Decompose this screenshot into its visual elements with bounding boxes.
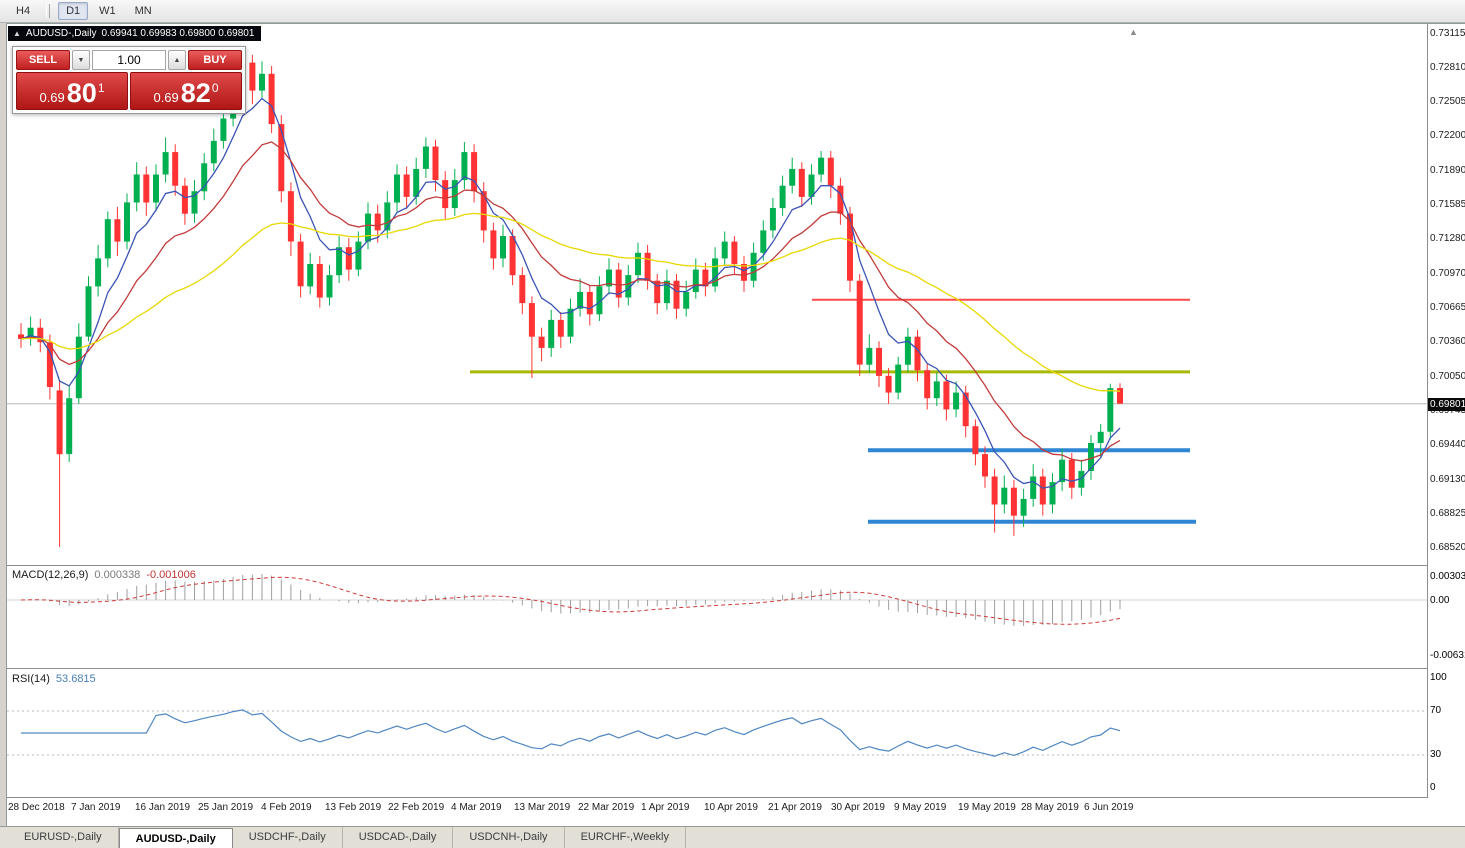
rsi-indicator-canvas[interactable]: [7, 670, 1427, 797]
buy-price-sup: 0: [211, 81, 219, 95]
buy-button[interactable]: BUY: [188, 50, 242, 70]
rsi-name: RSI(14): [12, 673, 50, 685]
price-axis-label: 0.70665: [1430, 302, 1465, 313]
date-label: 4 Mar 2019: [451, 802, 502, 813]
buy-price-small: 0.69: [153, 90, 179, 105]
price-axis-separator: [1427, 24, 1428, 798]
macd-indicator-canvas[interactable]: [7, 567, 1427, 667]
price-chart-canvas[interactable]: [7, 24, 1427, 564]
sell-button[interactable]: SELL: [16, 50, 70, 70]
sell-price-button[interactable]: 0.69 80 1: [16, 72, 128, 110]
toolbar-separator: [46, 4, 51, 18]
sell-price-big: 80: [66, 78, 97, 109]
timeframe-button-w1[interactable]: W1: [99, 5, 116, 17]
macd-axis-min: -0.006311: [1430, 650, 1465, 661]
macd-axis-max: 0.003035: [1430, 571, 1465, 582]
price-axis-label: 0.72505: [1430, 96, 1465, 107]
date-label: 10 Apr 2019: [704, 802, 758, 813]
date-label: 6 Jun 2019: [1084, 802, 1134, 813]
current-price-tag: 0.69801: [1428, 398, 1465, 411]
date-label: 22 Feb 2019: [388, 802, 445, 813]
price-axis-label: 0.69440: [1430, 439, 1465, 450]
price-axis-label: 0.72810: [1430, 62, 1465, 73]
timeframe-button-h4[interactable]: H4: [16, 5, 31, 17]
price-axis-label: 0.70050: [1430, 371, 1465, 382]
chart-tab-usdchf-daily[interactable]: USDCHF-,Daily: [233, 827, 343, 848]
price-axis-label: 0.71890: [1430, 165, 1465, 176]
timeframe-button-d1[interactable]: D1: [58, 2, 89, 20]
price-axis-label: 0.72200: [1430, 130, 1465, 141]
chart-tab-bar: EURUSD-,Daily AUDUSD-,Daily USDCHF-,Daily U…: [0, 826, 1465, 848]
ma-fast: [20, 97, 1121, 489]
chart-shift-marker-icon[interactable]: ▲: [1129, 27, 1138, 37]
price-axis[interactable]: 0.73115 0.72810 0.72505 0.72200 0.71890 0.715…: [1428, 0, 1465, 848]
macd-signal-value: -0.001006: [146, 569, 196, 581]
date-label: 22 Mar 2019: [578, 802, 635, 813]
panel-separator[interactable]: [7, 565, 1427, 566]
price-axis-label: 0.68825: [1430, 508, 1465, 519]
chart-tab-audusd-daily[interactable]: AUDUSD-,Daily: [118, 828, 233, 848]
date-label: 13 Feb 2019: [325, 802, 382, 813]
time-axis[interactable]: 28 Dec 2018 7 Jan 2019 16 Jan 2019 25 Jan 2…: [7, 800, 1427, 818]
date-label: 4 Feb 2019: [261, 802, 312, 813]
date-label: 30 Apr 2019: [831, 802, 885, 813]
chart-tab-eurchf-weekly[interactable]: EURCHF-,Weekly: [565, 827, 686, 848]
rsi-axis-0: 0: [1430, 782, 1436, 793]
volume-increase-icon[interactable]: ▲: [168, 50, 186, 70]
buy-price-button[interactable]: 0.69 82 0: [130, 72, 242, 110]
collapse-icon[interactable]: ▲: [13, 29, 21, 38]
date-label: 28 May 2019: [1021, 802, 1079, 813]
date-label: 28 Dec 2018: [8, 802, 65, 813]
price-axis-label: 0.70970: [1430, 268, 1465, 279]
chart-ohlc-values: 0.69941 0.69983 0.69800 0.69801: [101, 28, 255, 39]
volume-decrease-icon[interactable]: ▼: [72, 50, 90, 70]
rsi-axis-30: 30: [1430, 749, 1442, 760]
chart-tab-eurusd-daily[interactable]: EURUSD-,Daily: [8, 827, 119, 848]
date-label: 21 Apr 2019: [768, 802, 822, 813]
macd-name: MACD(12,26,9): [12, 569, 89, 581]
sell-price-small: 0.69: [39, 90, 65, 105]
one-click-trade-panel: SELL ▼ ▲ BUY 0.69 80 1 0.69 82 0: [12, 46, 246, 114]
date-label: 13 Mar 2019: [514, 802, 571, 813]
chart-tab-usdcnh-daily[interactable]: USDCNH-,Daily: [453, 827, 565, 848]
price-axis-label: 0.71280: [1430, 233, 1465, 244]
timeframe-button-mn[interactable]: MN: [134, 5, 152, 17]
ma-slow: [20, 212, 1121, 392]
date-label: 7 Jan 2019: [71, 802, 121, 813]
sell-price-sup: 1: [97, 81, 105, 95]
price-axis-label: 0.71585: [1430, 199, 1465, 210]
date-label: 16 Jan 2019: [135, 802, 191, 813]
date-label: 9 May 2019: [894, 802, 947, 813]
ma-medium: [20, 141, 1121, 462]
price-axis-label: 0.69130: [1430, 474, 1465, 485]
buy-price-big: 82: [180, 78, 211, 109]
price-axis-label: 0.73115: [1430, 28, 1465, 39]
panel-separator[interactable]: [7, 668, 1427, 669]
rsi-value: 53.6815: [55, 673, 96, 685]
macd-label: MACD(12,26,9) 0.000338 -0.001006: [12, 569, 196, 581]
macd-main-value: 0.000338: [94, 569, 141, 581]
rsi-label: RSI(14) 53.6815: [12, 673, 96, 685]
panel-separator: [7, 797, 1427, 798]
rsi-axis-70: 70: [1430, 705, 1442, 716]
volume-input[interactable]: [92, 50, 166, 70]
date-label: 1 Apr 2019: [641, 802, 690, 813]
chart-title-bar: ▲ AUDUSD-,Daily 0.69941 0.69983 0.69800 …: [8, 26, 262, 41]
chart-title: AUDUSD-,Daily: [25, 28, 97, 39]
timeframe-toolbar: H4 D1 W1 MN: [0, 0, 1465, 23]
price-axis-label: 0.68520: [1430, 542, 1465, 553]
date-label: 25 Jan 2019: [198, 802, 254, 813]
price-axis-label: 0.70360: [1430, 336, 1465, 347]
date-label: 19 May 2019: [958, 802, 1016, 813]
macd-axis-zero: 0.00: [1430, 595, 1450, 606]
chart-tab-usdcad-daily[interactable]: USDCAD-,Daily: [343, 827, 454, 848]
rsi-axis-100: 100: [1430, 672, 1447, 683]
